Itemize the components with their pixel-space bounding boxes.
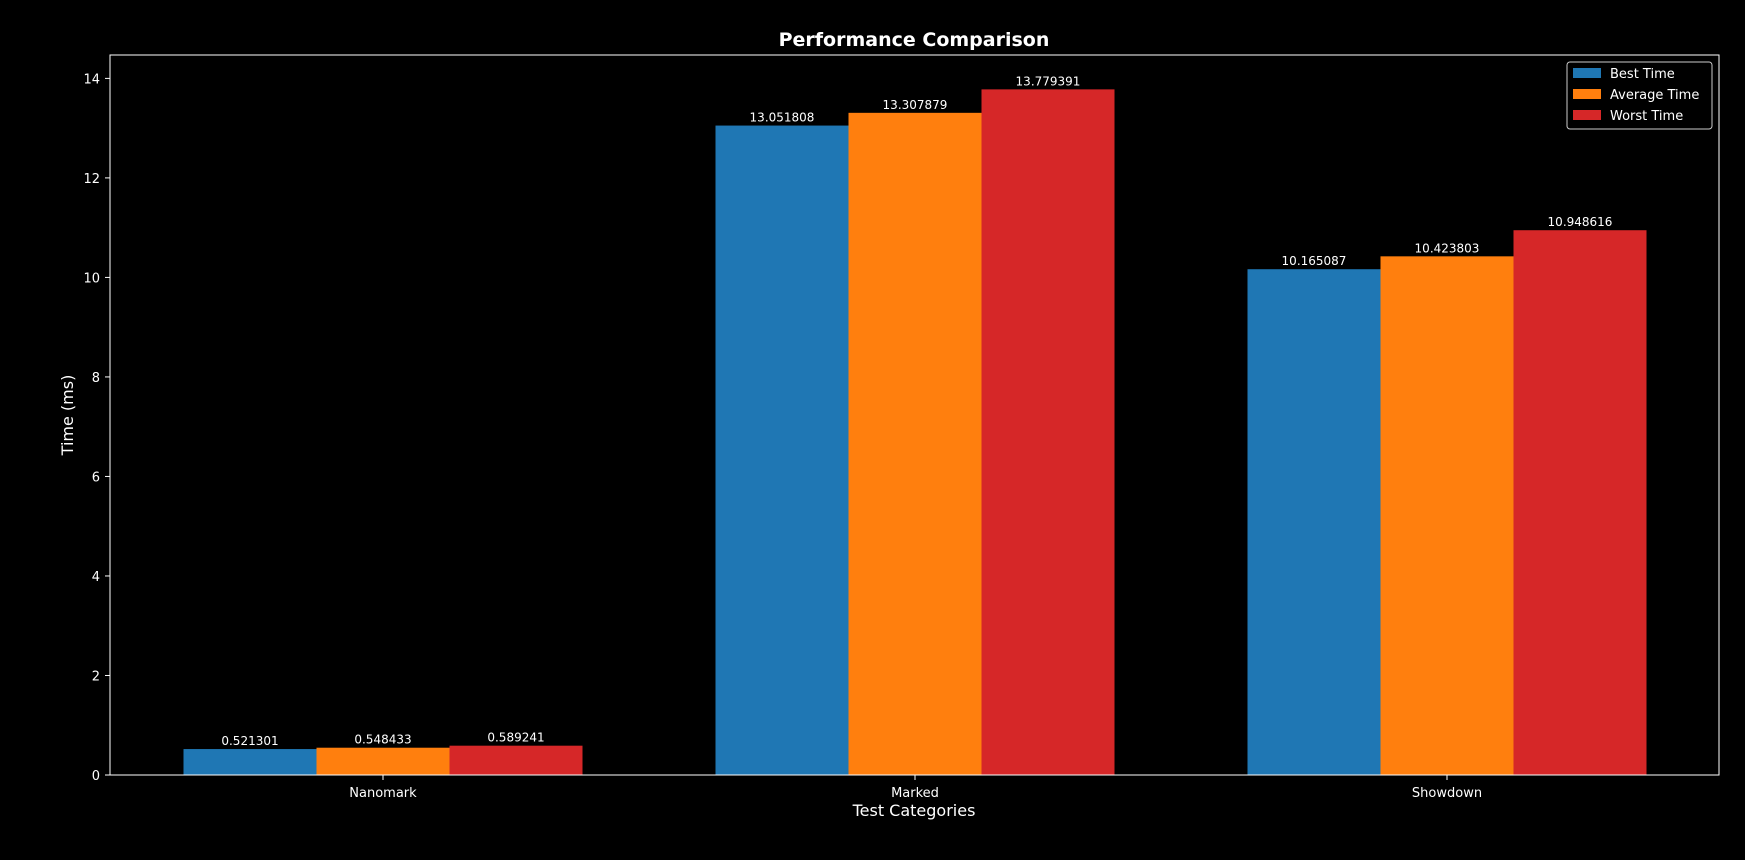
x-tick-label: Marked	[891, 786, 939, 801]
legend-swatch	[1573, 68, 1601, 78]
y-tick-label: 0	[92, 769, 100, 784]
legend-label: Best Time	[1610, 67, 1675, 82]
bar-average-time-nanomark	[316, 747, 450, 775]
bar-average-time-marked	[848, 112, 982, 776]
legend-label: Worst Time	[1610, 109, 1683, 124]
y-tick-label: 4	[92, 570, 100, 585]
y-tick-label: 12	[83, 172, 100, 187]
data-label: 13.307879	[883, 98, 948, 112]
y-tick-label: 6	[92, 470, 100, 485]
legend-box	[1566, 61, 1713, 130]
y-tick-label: 8	[92, 371, 100, 386]
y-axis-ticks: 0 2 4 6 8 10 12 14	[83, 72, 110, 784]
y-tick-label: 10	[83, 271, 100, 286]
data-label: 0.521301	[221, 734, 278, 748]
data-label: 0.589241	[487, 731, 544, 745]
bar-worst-time-marked	[981, 89, 1115, 775]
data-labels-group: 0.521301 13.051808 10.165087 0.548433 13.307…	[221, 74, 1612, 748]
bars-group	[183, 89, 1647, 776]
bar-worst-time-nanomark	[449, 745, 583, 775]
data-label: 13.779391	[1016, 74, 1081, 88]
bar-best-time-nanomark	[183, 749, 317, 775]
x-tick-label: Nanomark	[349, 786, 417, 801]
chart-title: Performance Comparison	[779, 29, 1050, 51]
legend-swatch	[1573, 89, 1601, 99]
data-label: 0.548433	[354, 733, 411, 747]
x-axis-ticks: Nanomark Marked Showdown	[349, 775, 1482, 801]
data-label: 10.165087	[1282, 254, 1347, 268]
y-tick-label: 14	[83, 72, 100, 87]
bar-worst-time-showdown	[1513, 230, 1647, 775]
data-label: 13.051808	[750, 111, 815, 125]
plot-frame	[109, 54, 1720, 776]
y-tick-label: 2	[92, 669, 100, 684]
x-axis-label: Test Categories	[852, 801, 976, 820]
bar-best-time-marked	[715, 125, 849, 775]
data-label: 10.948616	[1548, 215, 1613, 229]
bar-best-time-showdown	[1247, 269, 1381, 775]
y-axis-label: Time (ms)	[58, 375, 77, 457]
bar-average-time-showdown	[1380, 256, 1514, 775]
legend-swatch	[1573, 110, 1601, 120]
data-label: 10.423803	[1415, 241, 1480, 255]
legend: Best Time Average Time Worst Time	[1566, 61, 1713, 130]
x-tick-label: Showdown	[1412, 786, 1482, 801]
legend-label: Average Time	[1610, 88, 1699, 103]
